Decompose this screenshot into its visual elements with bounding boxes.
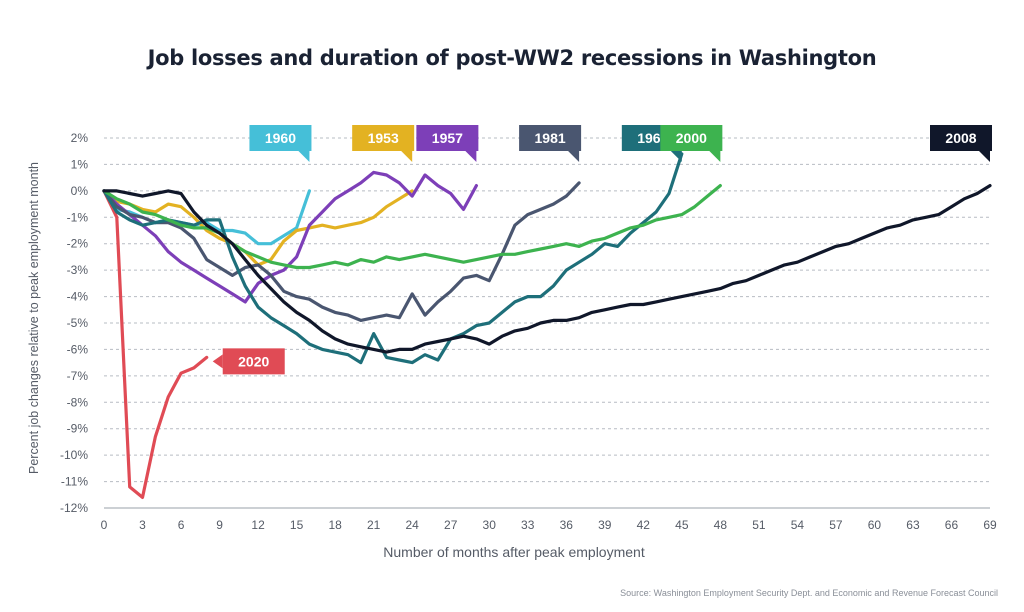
x-tick-label: 39 [598, 518, 612, 532]
y-tick-label: -4% [67, 290, 89, 304]
y-tick-label: -8% [67, 395, 89, 409]
x-tick-label: 63 [906, 518, 920, 532]
series-line-1981 [102, 181, 581, 322]
series-label-1960: 1960 [249, 125, 312, 162]
y-tick-label: -5% [67, 316, 89, 330]
chart-title: Job losses and duration of post-WW2 rece… [147, 46, 877, 70]
series-label-box [930, 125, 992, 151]
x-tick-label: 42 [637, 518, 651, 532]
series-label-box [249, 125, 312, 151]
series-label-text: 2000 [676, 130, 707, 146]
x-tick-label: 60 [868, 518, 882, 532]
x-tick-label: 48 [714, 518, 728, 532]
series-line-1957 [102, 170, 478, 304]
series-line-1969 [102, 152, 684, 365]
series-layer [102, 152, 992, 499]
y-tick-label: -12% [60, 501, 88, 515]
axis-layer: 2% 1% 0% -1% -2% -3% -4% -5% -6% -7% -8% -9% -10% -11… [60, 131, 997, 532]
x-tick-label: 54 [791, 518, 805, 532]
x-tick-label: 36 [560, 518, 574, 532]
y-tick-label: -11% [61, 475, 88, 489]
series-line-1953 [102, 189, 414, 267]
series-label-pointer [212, 354, 223, 369]
x-tick-label: 18 [328, 518, 342, 532]
series-label-box [660, 125, 723, 151]
series-label-2000: 2000 [660, 125, 723, 162]
series-line-2020 [102, 189, 209, 499]
source-note: Source: Washington Employment Security D… [620, 588, 998, 598]
x-tick-label: 30 [483, 518, 497, 532]
x-tick-label: 6 [178, 518, 185, 532]
y-tick-label: -7% [67, 369, 89, 383]
x-tick-label: 15 [290, 518, 304, 532]
x-axis-label: Number of months after peak employment [383, 544, 645, 560]
series-line-2008 [102, 184, 992, 354]
y-tick-label: -3% [67, 263, 89, 277]
series-label-text: 1981 [535, 130, 566, 146]
series-label-text: 1957 [432, 130, 463, 146]
series-label-pointer [670, 151, 682, 162]
series-label-text: 1960 [265, 130, 296, 146]
y-tick-label: -1% [67, 210, 89, 224]
series-label-2020: 2020 [212, 348, 285, 375]
x-tick-label: 69 [983, 518, 997, 532]
x-tick-label: 51 [752, 518, 766, 532]
series-line-2000 [102, 184, 722, 270]
series-label-pointer [709, 151, 721, 162]
x-tick-label: 9 [216, 518, 223, 532]
x-tick-label: 66 [945, 518, 959, 532]
y-tick-label: 1% [71, 157, 89, 171]
x-tick-label: 27 [444, 518, 458, 532]
series-label-box [352, 125, 415, 151]
series-label-pointer [401, 151, 413, 162]
series-label-box [416, 125, 479, 151]
x-tick-label: 24 [405, 518, 419, 532]
y-tick-label: -9% [67, 422, 89, 436]
series-label-1981: 1981 [519, 125, 582, 162]
x-tick-label: 12 [251, 518, 265, 532]
series-label-1957: 1957 [416, 125, 479, 162]
x-tick-label: 33 [521, 518, 535, 532]
y-axis-label: Percent job changes relative to peak emp… [27, 162, 41, 474]
series-label-text: 2020 [238, 353, 269, 369]
series-label-pointer [979, 151, 990, 162]
x-tick-label: 3 [139, 518, 146, 532]
series-label-pointer [465, 151, 477, 162]
series-label-text: 1953 [368, 130, 399, 146]
x-tick-label: 0 [101, 518, 108, 532]
series-label-box [519, 125, 582, 151]
x-tick-label: 21 [367, 518, 381, 532]
series-label-1953: 1953 [352, 125, 415, 162]
series-label-pointer [568, 151, 580, 162]
x-tick-label: 57 [829, 518, 843, 532]
y-tick-label: -2% [67, 237, 89, 251]
series-label-box [222, 348, 285, 375]
y-tick-label: 0% [71, 184, 89, 198]
series-label-2008: 2008 [930, 125, 992, 162]
series-label-text: 2008 [945, 130, 976, 146]
y-tick-label: -6% [67, 342, 89, 356]
y-tick-label: -10% [60, 448, 88, 462]
y-tick-label: 2% [71, 131, 89, 145]
series-label-pointer [298, 151, 310, 162]
x-tick-label: 45 [675, 518, 689, 532]
